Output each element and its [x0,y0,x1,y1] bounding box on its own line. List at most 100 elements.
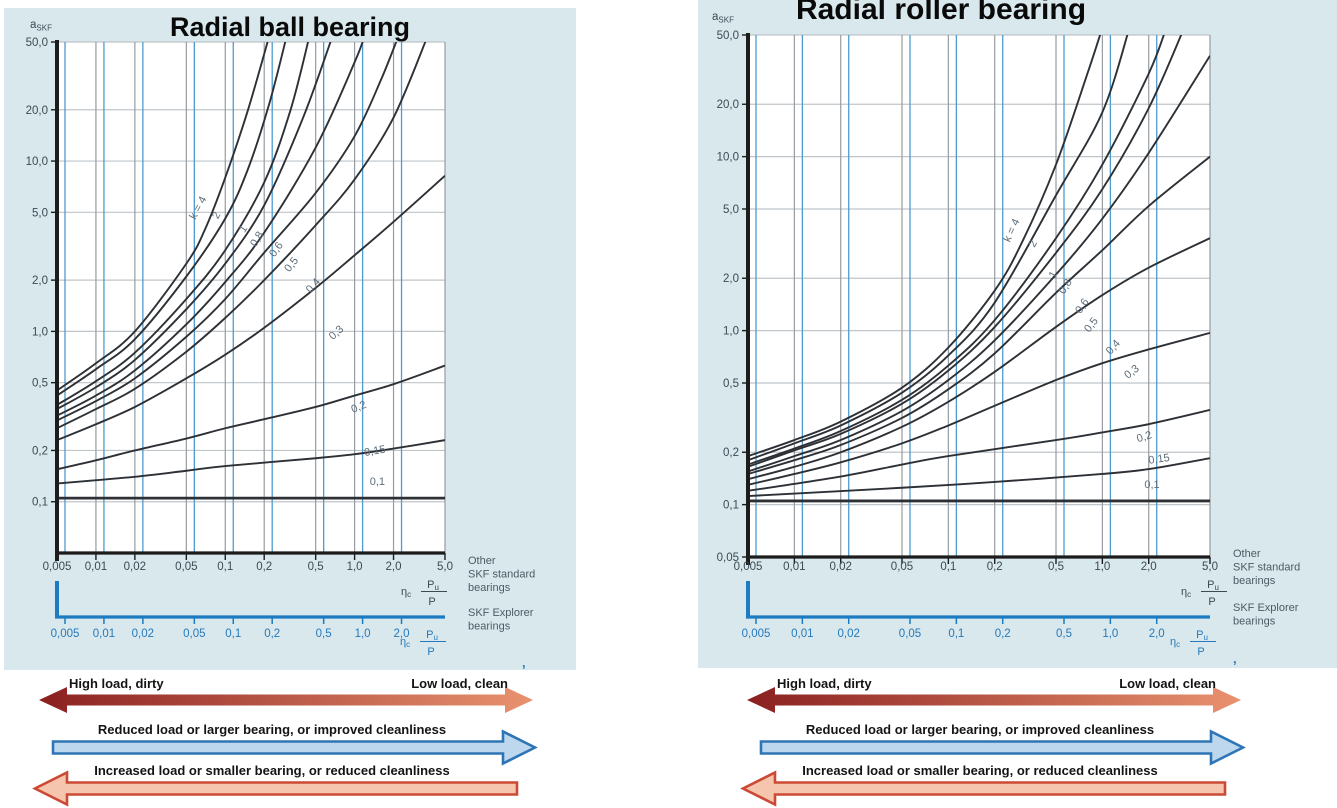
svg-text:Pu: Pu [1207,579,1219,592]
svg-text:10,0: 10,0 [26,156,48,168]
svg-text:ηc: ηc [1170,636,1180,649]
arrow-label-high-load: High load, dirty [777,676,872,691]
svg-text:0,1: 0,1 [225,628,241,640]
explorer-tick-labels: 0,005 0,01 0,02 0,05 0,1 0,2 0,5 1,0 2,0 [51,617,410,640]
svg-text:1,0: 1,0 [355,628,371,640]
standard-bearings-note-line: bearings [1233,575,1276,587]
svg-text:0,01: 0,01 [93,628,115,640]
svg-text:1,0: 1,0 [347,561,363,573]
svg-text:0,005: 0,005 [43,561,72,573]
svg-text:P: P [427,646,434,658]
curve-label-1: 1 [1047,269,1060,280]
explorer-gridlines [755,35,1158,557]
cleanliness-arrows-graphic [32,687,538,807]
svg-text:5,0: 5,0 [1202,561,1218,573]
svg-text:0,01: 0,01 [85,561,107,573]
svg-text:0,2: 0,2 [987,561,1003,573]
svg-text:0,02: 0,02 [124,561,146,573]
svg-text:0,005: 0,005 [734,561,763,573]
curve-label-0.2: 0,2 [349,399,368,416]
x-tick-labels: 0,005 0,01 0,02 0,05 0,1 0,2 0,5 1,0 2,0 5,0 [734,557,1218,573]
curve-k-k4 [57,42,269,392]
curve-k-2 [57,42,287,397]
svg-text:0,02: 0,02 [830,561,852,573]
curve-k-0.5 [748,155,1210,475]
svg-text:P: P [1197,646,1204,658]
explorer-tick-labels: 0,005 0,01 0,02 0,05 0,1 0,2 0,5 1,0 2,0 [742,617,1165,640]
curve-k-1 [748,35,1165,466]
svg-text:0,5: 0,5 [723,378,739,390]
svg-text:5,0: 5,0 [723,204,739,216]
svg-text:0,005: 0,005 [742,628,771,640]
svg-text:Pu: Pu [427,579,439,592]
series-curves [57,42,445,500]
footnote-mark: , [1233,651,1237,666]
curve-label-0.15: 0,15 [1148,452,1171,467]
svg-text:0,5: 0,5 [1048,561,1064,573]
svg-text:0,1: 0,1 [723,500,739,512]
svg-text:20,0: 20,0 [717,99,739,111]
plot-area [57,42,445,553]
svg-text:50,0: 50,0 [717,30,739,42]
arrow-label-increased-load: Increased load or smaller bearing, or re… [802,763,1158,778]
svg-text:0,05: 0,05 [183,628,205,640]
standard-bearings-note-line: Other [468,555,496,567]
explorer-bearings-note-line: bearings [468,621,511,633]
svg-text:20,0: 20,0 [26,105,48,117]
ball-bearing-chart: k = 4 210,80,60,50,40,30,20,150,150,020,0… [26,19,536,670]
arrow-label-low-load: Low load, clean [1119,676,1216,691]
svg-text:0,5: 0,5 [316,628,332,640]
horizontal-gridlines [57,41,445,503]
explorer-axis [746,581,1210,619]
svg-text:0,5: 0,5 [1056,628,1072,640]
svg-text:5,0: 5,0 [437,561,453,573]
svg-text:0,05: 0,05 [899,628,921,640]
panel-radial-ball-bearing: k = 4 2 1 0,8 0,6 0,5 0,4 0,3 0,2 0,15 0,1 50,0 20,0… [4,8,576,670]
svg-text:0,2: 0,2 [264,628,280,640]
arrow-label-reduced-load: Reduced load or larger bearing, or impro… [97,722,447,737]
svg-text:1,0: 1,0 [723,326,739,338]
svg-text:P: P [1208,596,1215,608]
svg-text:0,05: 0,05 [175,561,197,573]
curve-k-0.3 [748,332,1210,486]
curve-k-0.6 [57,42,364,417]
curve-k-0.15 [748,457,1210,498]
curve-k-0.8 [57,42,332,410]
explorer-bearings-note-line: SKF Explorer [1233,602,1299,614]
x-axis-label: ηc Pu P [401,579,447,608]
standard-bearings-note-line: bearings [468,582,511,594]
chart-title-roller: Radial roller bearing [795,0,1087,26]
y-tick-labels: 50,0 20,0 10,0 5,0 2,0 1,0 0,5 0,2 0,1 0,05 [717,30,748,564]
improved-cleanliness-right-arrow [51,729,538,766]
explorer-bearings-note-line: bearings [1233,616,1276,628]
curve-k-0.4 [57,42,427,430]
curve-k-0.8 [748,35,1183,468]
footnote-mark: , [522,655,526,670]
curve-k-0.5 [57,42,398,422]
curve-label-2: 2 [210,210,223,221]
svg-text:ηc: ηc [1181,586,1191,599]
svg-text:0,01: 0,01 [791,628,813,640]
standard-bearings-note-line: SKF standard [1233,562,1300,574]
explorer-bearings-note-line: SKF Explorer [468,607,534,619]
svg-text:0,05: 0,05 [891,561,913,573]
curve-k-k4 [748,35,1102,458]
curve-k-0.2 [748,409,1210,492]
svg-text:0,1: 0,1 [217,561,233,573]
svg-text:50,0: 50,0 [26,37,48,49]
curve-label-0.1: 0,1 [370,476,385,488]
cleanliness-arrows-graphic [740,687,1246,807]
curve-label-0.15: 0,15 [363,444,386,460]
svg-text:0,02: 0,02 [838,628,860,640]
curve-k-0.6 [748,55,1210,473]
curve-k-0.3 [57,175,445,441]
x-axis-label: ηc Pu P [1181,579,1227,608]
svg-text:0,2: 0,2 [995,628,1011,640]
svg-text:5,0: 5,0 [32,207,48,219]
svg-text:P: P [428,596,435,608]
arrow-label-high-load: High load, dirty [69,676,164,691]
svg-text:ηc: ηc [400,636,410,649]
curve-k-0.2 [57,364,445,471]
